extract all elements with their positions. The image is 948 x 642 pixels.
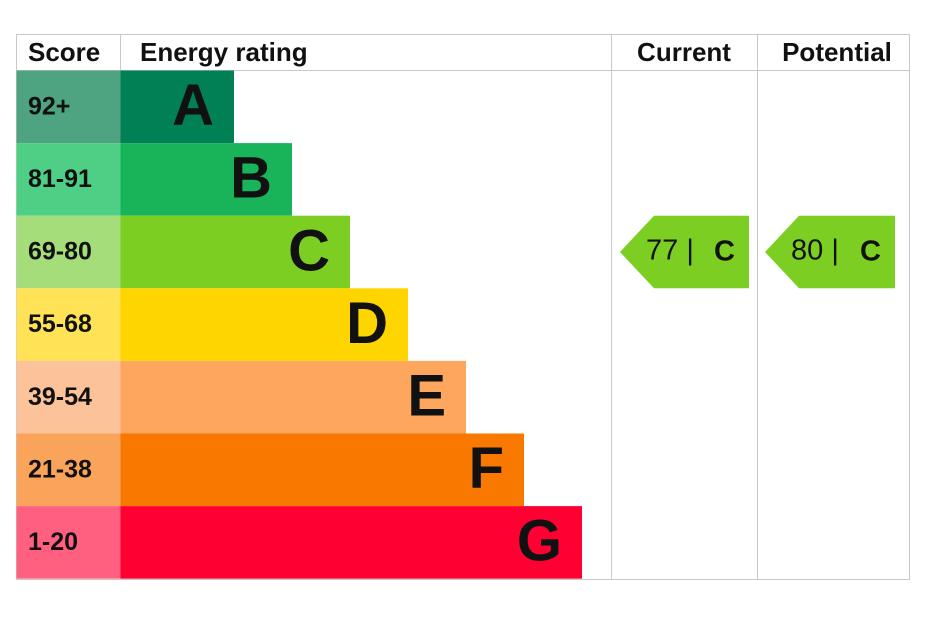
band-letter: A xyxy=(172,73,214,138)
score-label: 39-54 xyxy=(28,383,92,411)
band-letter: F xyxy=(469,436,504,501)
score-cell xyxy=(16,288,121,361)
score-label: 1-20 xyxy=(28,528,78,556)
current-arrow xyxy=(620,215,749,289)
current-band: C xyxy=(714,236,735,268)
score-label: 55-68 xyxy=(28,310,92,338)
score-label: 92+ xyxy=(28,92,70,120)
score-header: Score xyxy=(28,37,100,67)
band-letter: C xyxy=(288,218,330,283)
score-cell xyxy=(16,433,121,507)
rating-bar xyxy=(120,70,234,144)
potential-score: 80 | xyxy=(791,235,839,267)
potential-header: Potential xyxy=(782,37,892,67)
band-letter: D xyxy=(346,291,388,356)
rating-header: Energy rating xyxy=(140,37,308,67)
score-cell xyxy=(16,215,121,289)
score-label: 81-91 xyxy=(28,165,92,193)
score-cell xyxy=(16,143,121,216)
band-letter: B xyxy=(230,146,272,211)
potential-band: C xyxy=(860,236,881,268)
potential-arrow xyxy=(765,215,895,289)
rating-bar xyxy=(120,506,582,579)
rating-bar xyxy=(120,215,350,289)
score-cell xyxy=(16,70,121,144)
rating-bar xyxy=(120,433,524,507)
score-cell xyxy=(16,360,121,434)
band-letter: G xyxy=(517,509,562,574)
rating-bar xyxy=(120,143,292,216)
rating-bar xyxy=(120,288,408,361)
band-letter: E xyxy=(407,364,446,429)
rating-bar xyxy=(120,360,466,434)
score-label: 21-38 xyxy=(28,455,92,483)
current-score: 77 | xyxy=(646,235,694,267)
current-header: Current xyxy=(637,37,731,67)
score-label: 69-80 xyxy=(28,238,92,266)
score-cell xyxy=(16,506,121,579)
